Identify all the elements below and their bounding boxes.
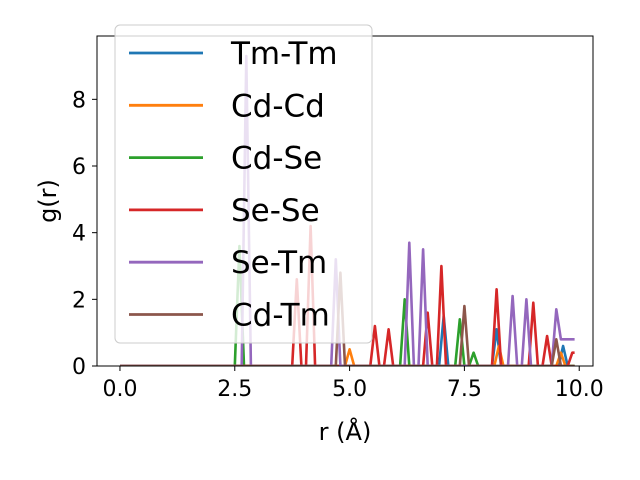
legend-label-cd-cd: Cd-Cd <box>231 88 325 124</box>
x-tick-label: 7.5 <box>447 377 482 402</box>
y-tick-label: 2 <box>72 288 86 313</box>
series-line-cd-cd <box>120 344 575 366</box>
y-axis: 0 2 4 6 8 <box>72 88 97 380</box>
legend: Tm-Tm Cd-Cd Cd-Se Se-Se Se-Tm Cd-Tm <box>114 24 373 344</box>
y-tick-label: 0 <box>72 355 86 380</box>
x-tick-label: 10.0 <box>555 377 604 402</box>
legend-label-tm-tm: Tm-Tm <box>230 36 338 72</box>
x-axis-label: r (Å) <box>319 417 372 446</box>
y-tick-label: 6 <box>72 155 86 180</box>
x-tick-label: 0.0 <box>102 377 137 402</box>
legend-label-se-tm: Se-Tm <box>231 245 327 281</box>
legend-box <box>114 24 373 344</box>
y-tick-label: 4 <box>72 222 86 247</box>
legend-label-cd-tm: Cd-Tm <box>231 298 330 334</box>
legend-label-se-se: Se-Se <box>231 193 320 229</box>
x-axis: 0.0 2.5 5.0 7.5 10.0 <box>102 366 604 402</box>
legend-label-cd-se: Cd-Se <box>231 141 322 177</box>
y-tick-label: 8 <box>72 88 86 113</box>
x-tick-label: 2.5 <box>217 377 252 402</box>
x-tick-label: 5.0 <box>332 377 367 402</box>
y-axis-label: g(r) <box>34 179 62 223</box>
series-line-tm-tm <box>120 314 575 366</box>
